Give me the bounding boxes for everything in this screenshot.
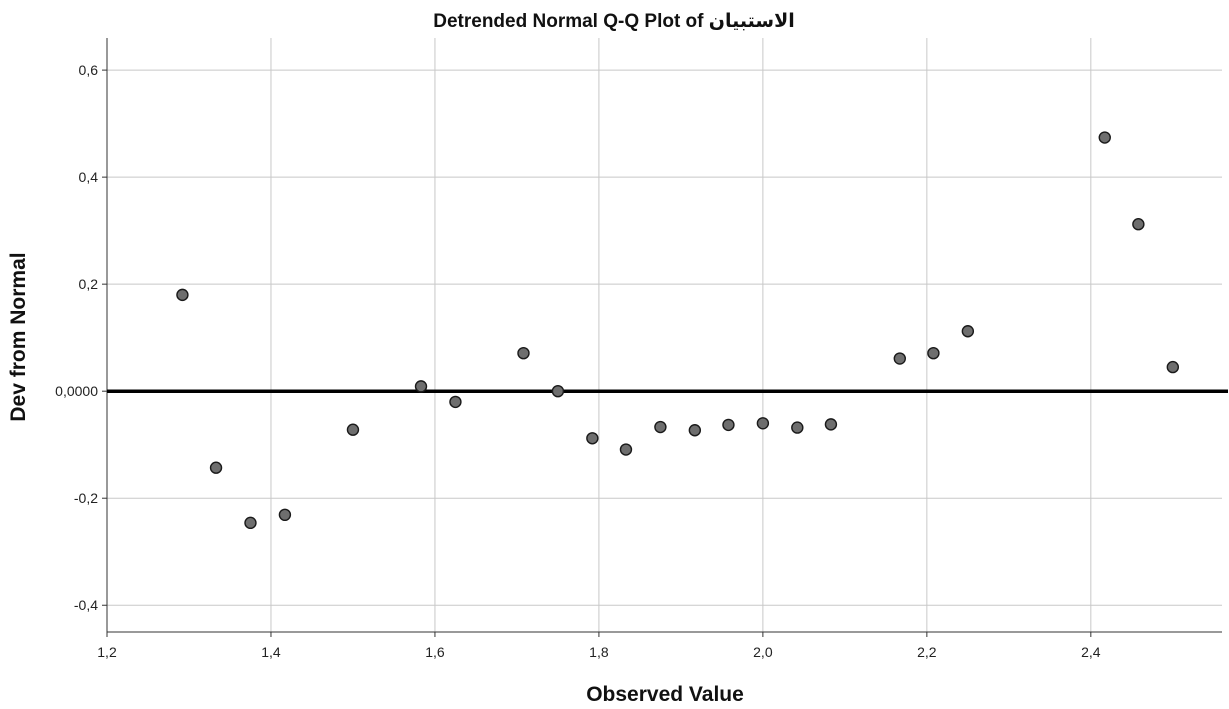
x-tick-label: 1,2 bbox=[97, 644, 117, 660]
labels-layer: 1,2 1,4 1,6 1,8 2,0 2,2 2,4 -0,4 -0,2 0,0000 0,2 0,… bbox=[55, 62, 1101, 660]
data-point bbox=[927, 346, 940, 360]
y-tick-label: 0,2 bbox=[79, 276, 99, 292]
data-point bbox=[1132, 218, 1145, 231]
data-point bbox=[1098, 131, 1111, 144]
y-tick-label: 0,4 bbox=[79, 169, 99, 185]
data-point bbox=[654, 420, 667, 434]
data-point bbox=[586, 432, 599, 445]
data-point bbox=[551, 384, 565, 398]
x-axis-title: Observed Value bbox=[586, 683, 744, 706]
x-tick-label: 1,4 bbox=[261, 644, 281, 660]
y-axis-title: Dev from Normal bbox=[7, 252, 30, 421]
data-point bbox=[209, 461, 223, 474]
data-point bbox=[893, 352, 906, 365]
data-point bbox=[449, 395, 462, 409]
y-tick-label: -0,4 bbox=[74, 597, 98, 613]
chart-title: Detrended Normal Q-Q Plot of الاستبيان bbox=[433, 11, 795, 32]
x-tick-label: 1,8 bbox=[589, 644, 609, 660]
y-tick-label: 0,6 bbox=[79, 62, 99, 78]
axes-layer bbox=[102, 38, 1222, 637]
x-tick-label: 2,0 bbox=[753, 644, 773, 660]
data-point bbox=[619, 443, 633, 456]
data-point bbox=[278, 508, 292, 522]
data-point bbox=[244, 516, 257, 530]
data-point bbox=[346, 423, 360, 436]
data-point bbox=[756, 417, 770, 430]
x-tick-label: 1,6 bbox=[425, 644, 445, 660]
data-point bbox=[824, 418, 838, 431]
points-layer bbox=[176, 131, 1180, 530]
data-point bbox=[176, 288, 189, 302]
data-point bbox=[961, 325, 975, 338]
data-point bbox=[791, 421, 804, 434]
y-tick-label: 0,0000 bbox=[55, 383, 98, 399]
grid-layer bbox=[107, 38, 1222, 632]
x-tick-label: 2,2 bbox=[917, 644, 937, 660]
y-tick-label: -0,2 bbox=[74, 490, 98, 506]
data-point bbox=[722, 418, 735, 432]
data-point bbox=[688, 424, 702, 437]
x-tick-label: 2,4 bbox=[1081, 644, 1101, 660]
data-point bbox=[414, 380, 428, 393]
data-point bbox=[517, 346, 530, 360]
data-point bbox=[1166, 360, 1180, 374]
